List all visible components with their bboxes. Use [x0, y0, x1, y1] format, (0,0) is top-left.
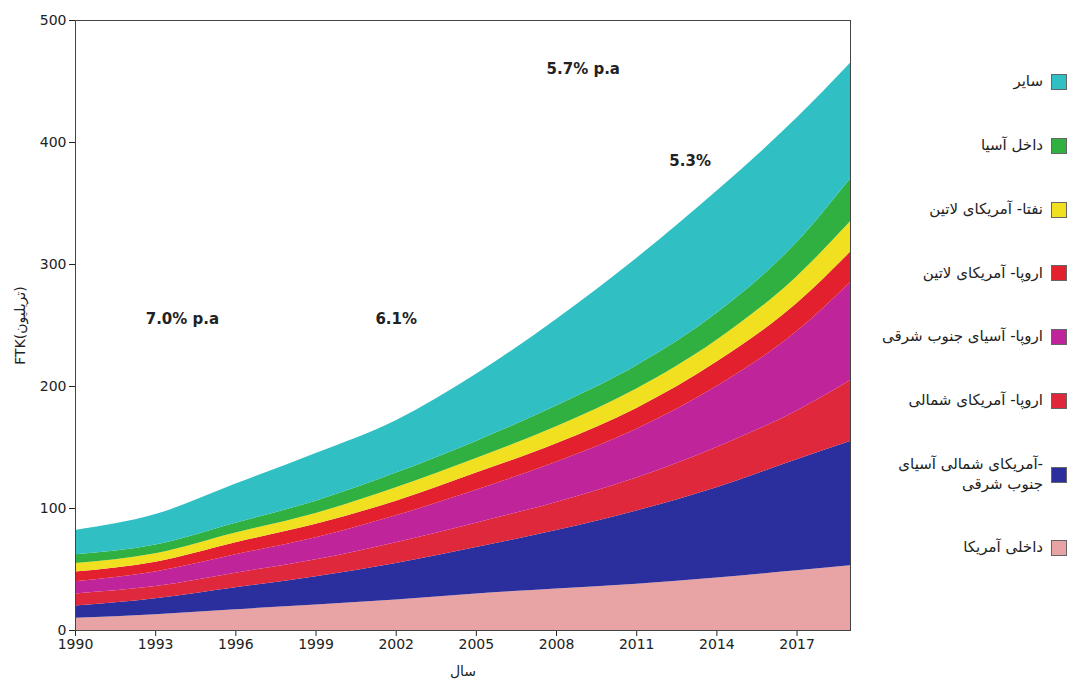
svg-text:2008: 2008	[539, 636, 575, 652]
svg-text:0: 0	[57, 622, 67, 638]
svg-text:500: 500	[40, 12, 67, 28]
html-text:نفتا- آمریکای لاتین: نفتا- آمریکای لاتین	[929, 199, 1043, 218]
svg-text:2014: 2014	[699, 636, 735, 652]
svg-text:5.3%: 5.3%	[669, 152, 711, 170]
svg-text:400: 400	[40, 134, 67, 150]
svg-text:2002: 2002	[378, 636, 414, 652]
svg-text:1990: 1990	[58, 636, 94, 652]
html-text:اروپا- آمریکای شمالی: اروپا- آمریکای شمالی	[908, 391, 1043, 410]
svg-text:2017: 2017	[779, 636, 815, 652]
svg-text:1993: 1993	[138, 636, 174, 652]
svg-text:1999: 1999	[298, 636, 334, 652]
svg-text:300: 300	[40, 256, 67, 272]
html-text:-آمریکای شمالی آسیای جنوب شرقی: -آمریکای شمالی آسیای جنوب شرقی	[898, 455, 1043, 493]
svg-text:2011: 2011	[619, 636, 655, 652]
svg-text:5.7% p.a: 5.7% p.a	[547, 60, 620, 78]
svg-text:7.0% p.a: 7.0% p.a	[146, 310, 219, 328]
svg-text:1996: 1996	[218, 636, 254, 652]
svg-text:FTK(تریلیون): FTK(تریلیون)	[12, 286, 29, 364]
svg-text:200: 200	[40, 378, 67, 394]
svg-text:2005: 2005	[459, 636, 495, 652]
html-text:داخل آسیا: داخل آسیا	[980, 136, 1043, 154]
svg-text:6.1%: 6.1%	[375, 310, 417, 328]
svg-text:100: 100	[40, 500, 67, 516]
html-text:اروپا- آمریکای لاتین: اروپا- آمریکای لاتین	[922, 263, 1043, 282]
html-text:اروپا- آسیای جنوب شرقی: اروپا- آسیای جنوب شرقی	[882, 327, 1043, 346]
html-text:سایر: سایر	[1013, 72, 1043, 91]
svg-text:سال: سال	[450, 663, 476, 679]
html-text:داخلی آمریکا: داخلی آمریکا	[963, 538, 1043, 557]
